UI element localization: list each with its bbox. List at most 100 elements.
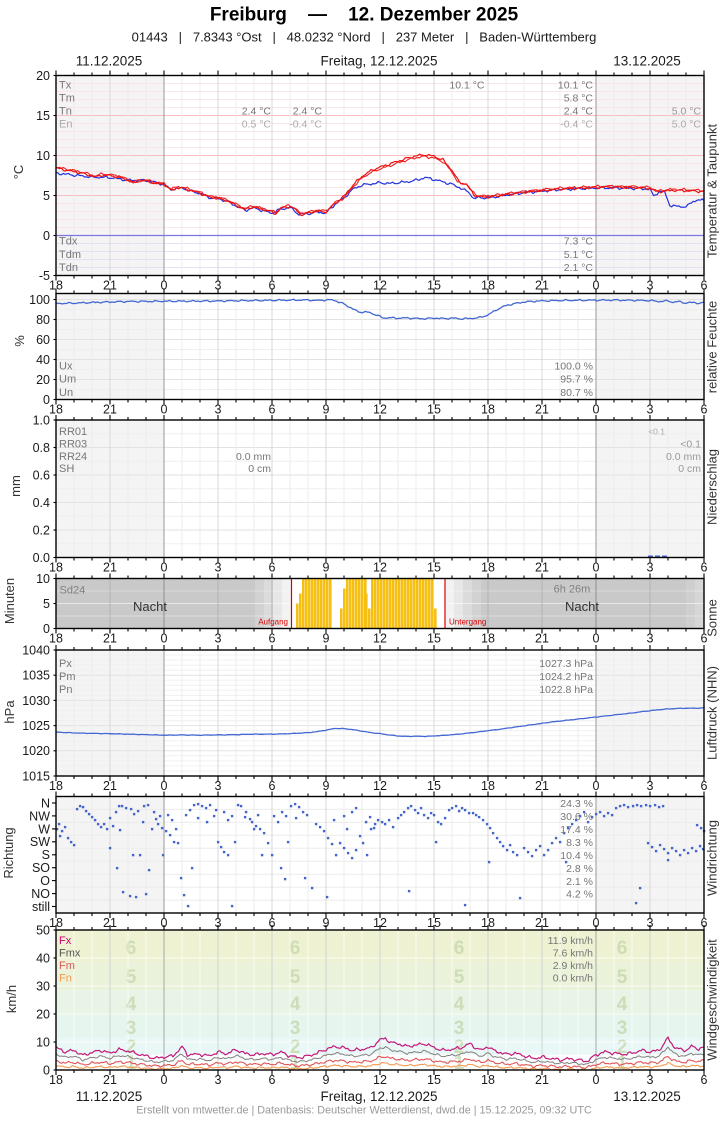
svg-text:4.2 %: 4.2 % (566, 889, 593, 901)
svg-text:N: N (41, 796, 50, 810)
svg-text:1: 1 (617, 1053, 628, 1074)
svg-text:9: 9 (323, 631, 330, 645)
svg-text:RR01: RR01 (59, 426, 87, 438)
svg-text:21: 21 (535, 402, 549, 416)
svg-text:5: 5 (454, 967, 465, 988)
svg-text:7.6 km/h: 7.6 km/h (553, 948, 593, 960)
svg-text:3: 3 (454, 1018, 465, 1039)
svg-text:18: 18 (481, 278, 495, 292)
svg-text:2: 2 (454, 1037, 465, 1058)
svg-text:0: 0 (161, 1073, 168, 1087)
svg-text:3: 3 (215, 402, 222, 416)
svg-text:6: 6 (617, 938, 628, 959)
svg-text:3: 3 (647, 1073, 654, 1087)
svg-text:0.0 mm: 0.0 mm (236, 451, 271, 463)
svg-text:18: 18 (49, 779, 63, 793)
svg-text:15: 15 (427, 278, 441, 292)
svg-text:13.12.2025: 13.12.2025 (613, 1089, 681, 1104)
svg-text:0: 0 (161, 779, 168, 793)
svg-text:Fx: Fx (59, 935, 72, 947)
svg-text:18: 18 (481, 402, 495, 416)
svg-text:18: 18 (481, 631, 495, 645)
svg-text:9: 9 (323, 402, 330, 416)
svg-text:<0.1: <0.1 (648, 427, 665, 437)
svg-text:30: 30 (36, 979, 50, 993)
svg-text:9: 9 (323, 1073, 330, 1087)
svg-text:relative Feuchte: relative Feuchte (705, 301, 720, 394)
svg-text:Tdx: Tdx (59, 236, 78, 248)
svg-text:0.6: 0.6 (33, 468, 50, 482)
svg-text:<0.1: <0.1 (680, 438, 701, 450)
svg-text:21: 21 (103, 1073, 117, 1087)
svg-text:50: 50 (36, 923, 50, 937)
svg-text:0: 0 (43, 1063, 50, 1077)
svg-text:40: 40 (36, 353, 50, 367)
svg-text:5.8 °C: 5.8 °C (564, 93, 594, 105)
svg-text:3: 3 (215, 631, 222, 645)
svg-text:Luftdruck (NHN): Luftdruck (NHN) (705, 666, 720, 760)
svg-text:3: 3 (647, 631, 654, 645)
svg-text:9: 9 (323, 278, 330, 292)
svg-text:1.0: 1.0 (33, 413, 50, 427)
svg-text:3: 3 (647, 560, 654, 574)
svg-text:10.1 °C: 10.1 °C (558, 80, 594, 92)
svg-text:18: 18 (481, 916, 495, 930)
svg-text:6: 6 (126, 938, 137, 959)
svg-text:21: 21 (535, 1073, 549, 1087)
svg-text:%: % (12, 335, 27, 347)
svg-text:0.0 mm: 0.0 mm (666, 451, 701, 463)
svg-text:9: 9 (323, 560, 330, 574)
svg-text:1040: 1040 (22, 643, 50, 657)
svg-text:5: 5 (126, 967, 137, 988)
svg-text:6: 6 (269, 1073, 276, 1087)
svg-text:-0.4 °C: -0.4 °C (289, 119, 322, 131)
svg-text:1035: 1035 (22, 669, 50, 683)
svg-text:1: 1 (126, 1053, 137, 1074)
svg-text:Fmx: Fmx (59, 948, 81, 960)
svg-text:3: 3 (215, 560, 222, 574)
svg-text:3: 3 (215, 916, 222, 930)
svg-text:12: 12 (373, 402, 387, 416)
svg-text:NO: NO (31, 887, 50, 901)
svg-text:6: 6 (269, 278, 276, 292)
svg-text:18: 18 (49, 402, 63, 416)
svg-text:15: 15 (427, 916, 441, 930)
svg-text:18: 18 (49, 631, 63, 645)
svg-text:5: 5 (43, 189, 50, 203)
svg-text:2: 2 (290, 1037, 301, 1058)
svg-text:1024.2 hPa: 1024.2 hPa (539, 671, 593, 683)
svg-text:0: 0 (161, 402, 168, 416)
svg-text:2.4 °C: 2.4 °C (293, 106, 323, 118)
svg-text:-0.4 °C: -0.4 °C (560, 119, 593, 131)
svg-text:95.7 %: 95.7 % (560, 374, 593, 386)
svg-text:°C: °C (11, 165, 26, 180)
svg-text:12: 12 (373, 916, 387, 930)
svg-text:Richtung: Richtung (1, 827, 16, 878)
svg-text:2: 2 (617, 1037, 628, 1058)
svg-text:9: 9 (323, 779, 330, 793)
svg-text:1: 1 (290, 1053, 301, 1074)
svg-text:Windrichtung: Windrichtung (705, 820, 720, 896)
svg-text:18: 18 (49, 916, 63, 930)
svg-text:Ux: Ux (59, 360, 73, 372)
svg-text:0: 0 (593, 779, 600, 793)
svg-text:4: 4 (126, 994, 137, 1015)
svg-text:1027.3 hPa: 1027.3 hPa (539, 658, 593, 670)
svg-text:1022.8 hPa: 1022.8 hPa (539, 684, 593, 696)
svg-text:3: 3 (647, 779, 654, 793)
svg-text:RR24: RR24 (59, 451, 87, 463)
svg-text:6: 6 (269, 916, 276, 930)
svg-text:6: 6 (701, 916, 708, 930)
svg-text:6: 6 (269, 631, 276, 645)
svg-text:11.12.2025: 11.12.2025 (76, 1089, 143, 1104)
svg-text:km/h: km/h (4, 985, 19, 1013)
svg-text:6: 6 (701, 278, 708, 292)
svg-text:10: 10 (36, 149, 50, 163)
svg-text:Un: Un (59, 387, 73, 399)
svg-text:Tdm: Tdm (59, 249, 81, 261)
svg-text:hPa: hPa (2, 700, 17, 724)
svg-text:Erstellt von mtwetter.de | Dat: Erstellt von mtwetter.de | Datenbasis: D… (136, 1105, 592, 1117)
svg-text:6: 6 (701, 560, 708, 574)
svg-text:21: 21 (535, 916, 549, 930)
svg-text:RR03: RR03 (59, 438, 87, 450)
